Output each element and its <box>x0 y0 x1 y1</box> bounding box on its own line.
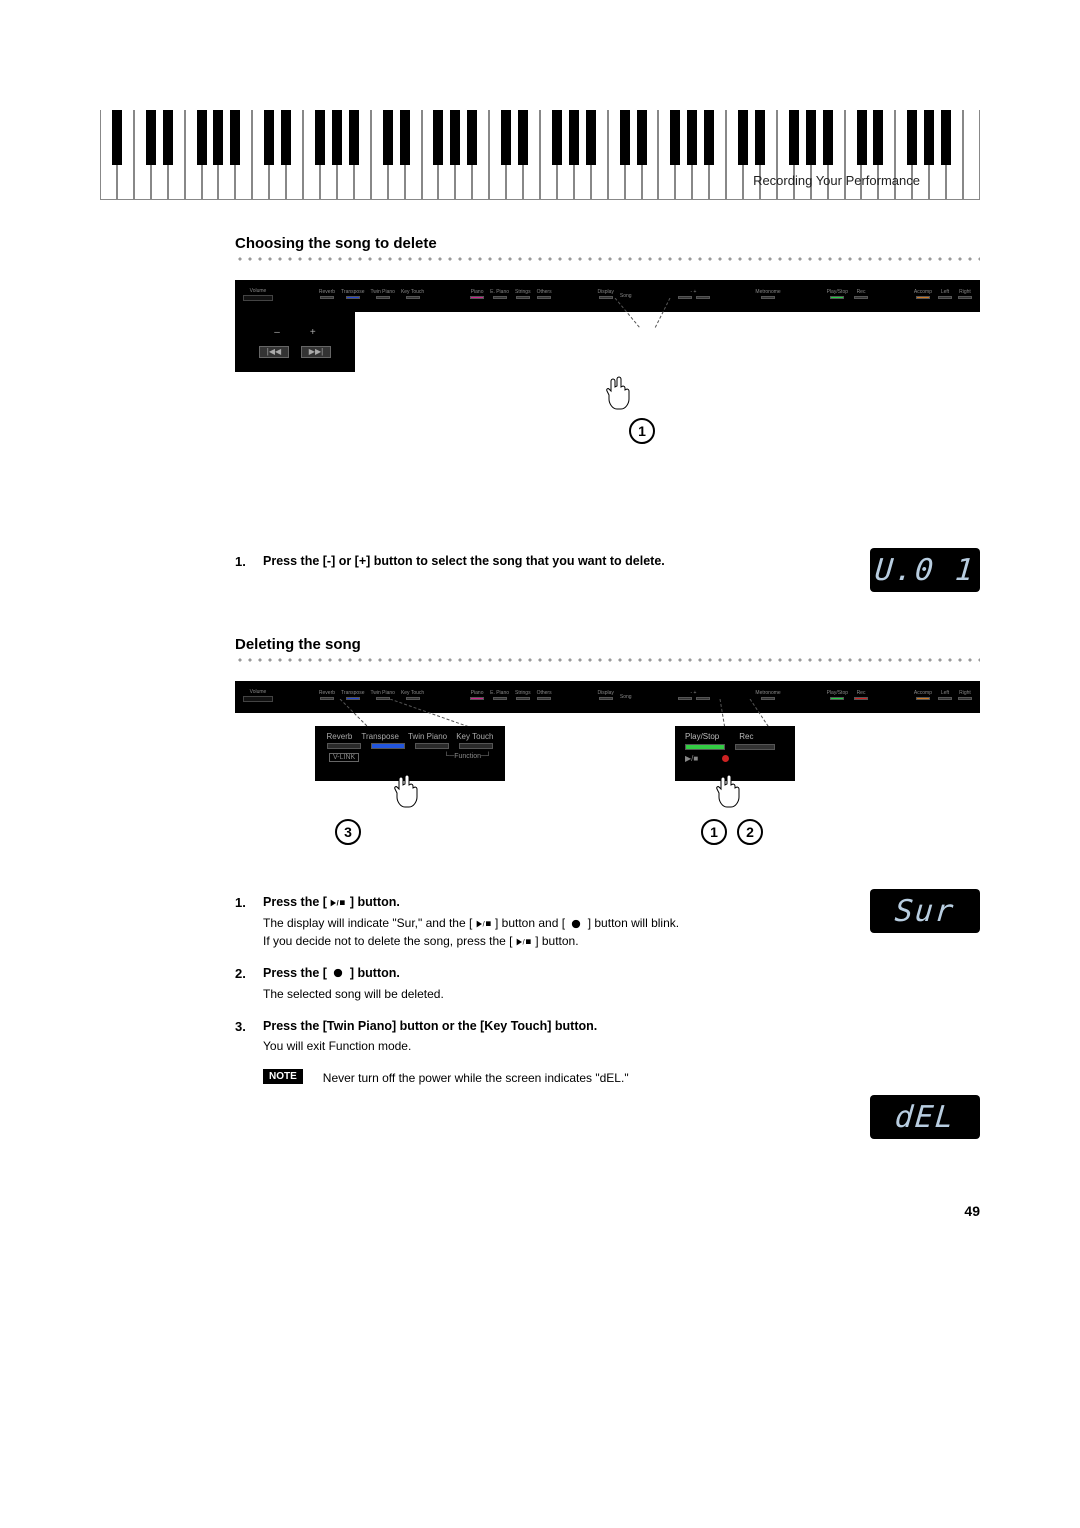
note-row: NOTE Never turn off the power while the … <box>263 1069 980 1085</box>
lcd-display: U.0 1 <box>870 548 980 592</box>
zoom-plusminus-panel: – + |◀◀ ▶▶| <box>235 312 355 372</box>
step-title: Press the [-] or [+] button to select th… <box>263 552 870 571</box>
control-panel-image: Volume Reverb Transpose Twin Piano Key T… <box>235 681 980 713</box>
circle-1b: 1 <box>701 819 727 845</box>
step-text: The display will indicate "Sur," and the… <box>263 914 870 932</box>
breadcrumb: Recording Your Performance <box>753 173 920 188</box>
step-row: 1. Press the [-] or [+] button to select… <box>235 552 980 592</box>
play-stop-icon: / <box>330 898 346 908</box>
step-row: 2. Press the [ ] button. The selected so… <box>235 964 980 1003</box>
minus-label: – <box>274 327 280 338</box>
section-title-delete: Deleting the song <box>235 636 980 653</box>
next-button: ▶▶| <box>301 346 331 358</box>
step-text: If you decide not to delete the song, pr… <box>263 932 870 950</box>
step-number: 3. <box>235 1017 263 1056</box>
prev-button: |◀◀ <box>259 346 289 358</box>
piano-keys-header: Recording Your Performance <box>100 110 980 205</box>
panel-diagram-1: Volume Reverb Transpose Twin Piano Key T… <box>235 280 980 532</box>
step-row: 1. Press the [ / ] button. The display w… <box>235 893 980 950</box>
circle-1: 1 <box>629 418 655 444</box>
panel-diagram-2: Volume Reverb Transpose Twin Piano Key T… <box>235 681 980 873</box>
record-icon <box>330 968 346 978</box>
section-title-choose: Choosing the song to delete <box>235 235 980 252</box>
step-text: You will exit Function mode. <box>263 1037 980 1055</box>
note-badge: NOTE <box>263 1069 303 1084</box>
rec-dot-icon <box>722 755 729 762</box>
svg-text:/: / <box>523 937 526 946</box>
plus-label: + <box>310 327 316 338</box>
step-number: 2. <box>235 964 263 1003</box>
play-stop-icon: / <box>476 919 492 929</box>
step-row: 3. Press the [Twin Piano] button or the … <box>235 1017 980 1056</box>
step-text: The selected song will be deleted. <box>263 985 980 1003</box>
step-title: Press the [Twin Piano] button or the [Ke… <box>263 1017 980 1036</box>
hand-cursor-icon <box>393 773 423 811</box>
step-title: Press the [ / ] button. <box>263 893 870 912</box>
control-panel-image: Volume Reverb Transpose Twin Piano Key T… <box>235 280 980 312</box>
page-number: 49 <box>964 1203 980 1219</box>
dotted-divider <box>235 256 980 262</box>
note-text: Never turn off the power while the scree… <box>323 1071 629 1085</box>
step-title: Press the [ ] button. <box>263 964 980 983</box>
hand-cursor-icon <box>715 773 745 811</box>
step-number: 1. <box>235 893 263 950</box>
svg-text:/: / <box>337 898 339 907</box>
circle-3: 3 <box>335 819 361 845</box>
lcd-display: dEL <box>870 1095 980 1139</box>
dotted-divider <box>235 657 980 663</box>
circle-2: 2 <box>737 819 763 845</box>
lcd-display: Sur <box>870 889 980 933</box>
record-icon <box>568 919 584 929</box>
step-number: 1. <box>235 552 263 592</box>
hand-cursor-icon <box>605 375 635 413</box>
play-stop-icon: / <box>516 937 532 947</box>
svg-text:/: / <box>482 919 485 928</box>
